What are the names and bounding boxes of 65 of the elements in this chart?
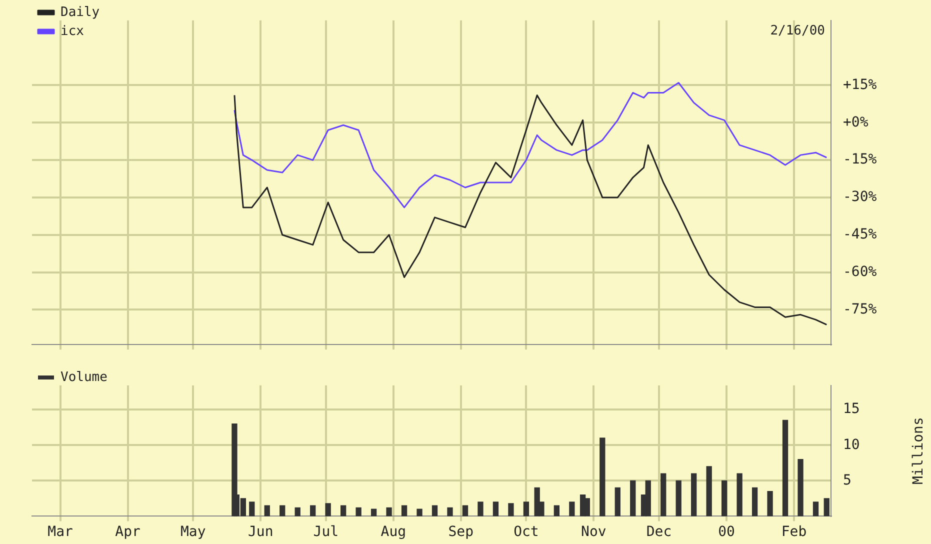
bar bbox=[249, 502, 255, 516]
bar bbox=[645, 480, 651, 516]
bar bbox=[600, 438, 606, 516]
x-tick-label: Jul bbox=[313, 524, 339, 540]
x-tick-label: Oct bbox=[514, 524, 539, 540]
bar bbox=[614, 487, 620, 516]
bar bbox=[812, 502, 819, 516]
bar bbox=[264, 505, 270, 516]
y-tick-label: -75% bbox=[843, 301, 878, 318]
bar bbox=[767, 490, 773, 516]
x-tick-label: Dec bbox=[646, 524, 672, 540]
legend-label: Daily bbox=[60, 4, 100, 20]
annotation: 2/16/00 bbox=[770, 23, 825, 38]
bar bbox=[447, 507, 453, 516]
bar bbox=[340, 505, 346, 516]
bar bbox=[462, 505, 468, 516]
x-tick-label: Apr bbox=[115, 524, 140, 540]
y-tick-label: -60% bbox=[843, 264, 878, 280]
y-axis-title: Millions bbox=[910, 417, 927, 485]
x-tick-label: May bbox=[180, 524, 206, 540]
bar bbox=[824, 498, 830, 516]
bar bbox=[386, 507, 392, 516]
bar bbox=[310, 505, 316, 516]
bar bbox=[706, 466, 712, 516]
y-tick-label: -15% bbox=[843, 152, 878, 168]
x-tick-label: Jun bbox=[248, 524, 274, 540]
bar bbox=[370, 508, 377, 516]
bar bbox=[523, 502, 530, 516]
y-tick-label: -45% bbox=[843, 226, 878, 243]
y-tick-label: -30% bbox=[843, 189, 878, 206]
bar bbox=[432, 505, 438, 516]
y-tick-label: +0% bbox=[843, 114, 869, 130]
bar bbox=[736, 473, 742, 516]
bar bbox=[492, 502, 499, 516]
bar bbox=[478, 502, 484, 516]
y-tick-label: 10 bbox=[843, 436, 860, 453]
x-tick-label: Sep bbox=[448, 524, 474, 540]
bar bbox=[280, 505, 286, 516]
x-tick-label: Mar bbox=[48, 524, 73, 540]
bar bbox=[676, 480, 682, 516]
x-tick-label: 00 bbox=[718, 524, 735, 540]
bar bbox=[294, 507, 300, 516]
x-tick-label: Feb bbox=[781, 524, 807, 540]
bar bbox=[554, 505, 560, 516]
bar bbox=[798, 459, 804, 516]
bar bbox=[660, 473, 666, 516]
bar bbox=[691, 473, 697, 516]
legend-label: icx bbox=[60, 24, 84, 39]
bar bbox=[630, 480, 636, 516]
x-tick-label: Aug bbox=[380, 524, 406, 540]
y-tick-label: 15 bbox=[843, 401, 860, 418]
bar bbox=[782, 420, 788, 516]
bar bbox=[508, 503, 514, 516]
legend-label: Volume bbox=[60, 370, 108, 385]
bar bbox=[752, 487, 758, 516]
y-tick-label: +15% bbox=[843, 76, 878, 93]
bar bbox=[401, 505, 408, 516]
y-tick-label: 5 bbox=[843, 472, 852, 488]
bar bbox=[325, 503, 331, 516]
bar bbox=[356, 507, 362, 516]
bar bbox=[416, 508, 422, 516]
bar bbox=[721, 480, 728, 516]
bar bbox=[569, 502, 575, 516]
x-tick-label: Nov bbox=[581, 524, 606, 540]
bar bbox=[584, 498, 590, 516]
